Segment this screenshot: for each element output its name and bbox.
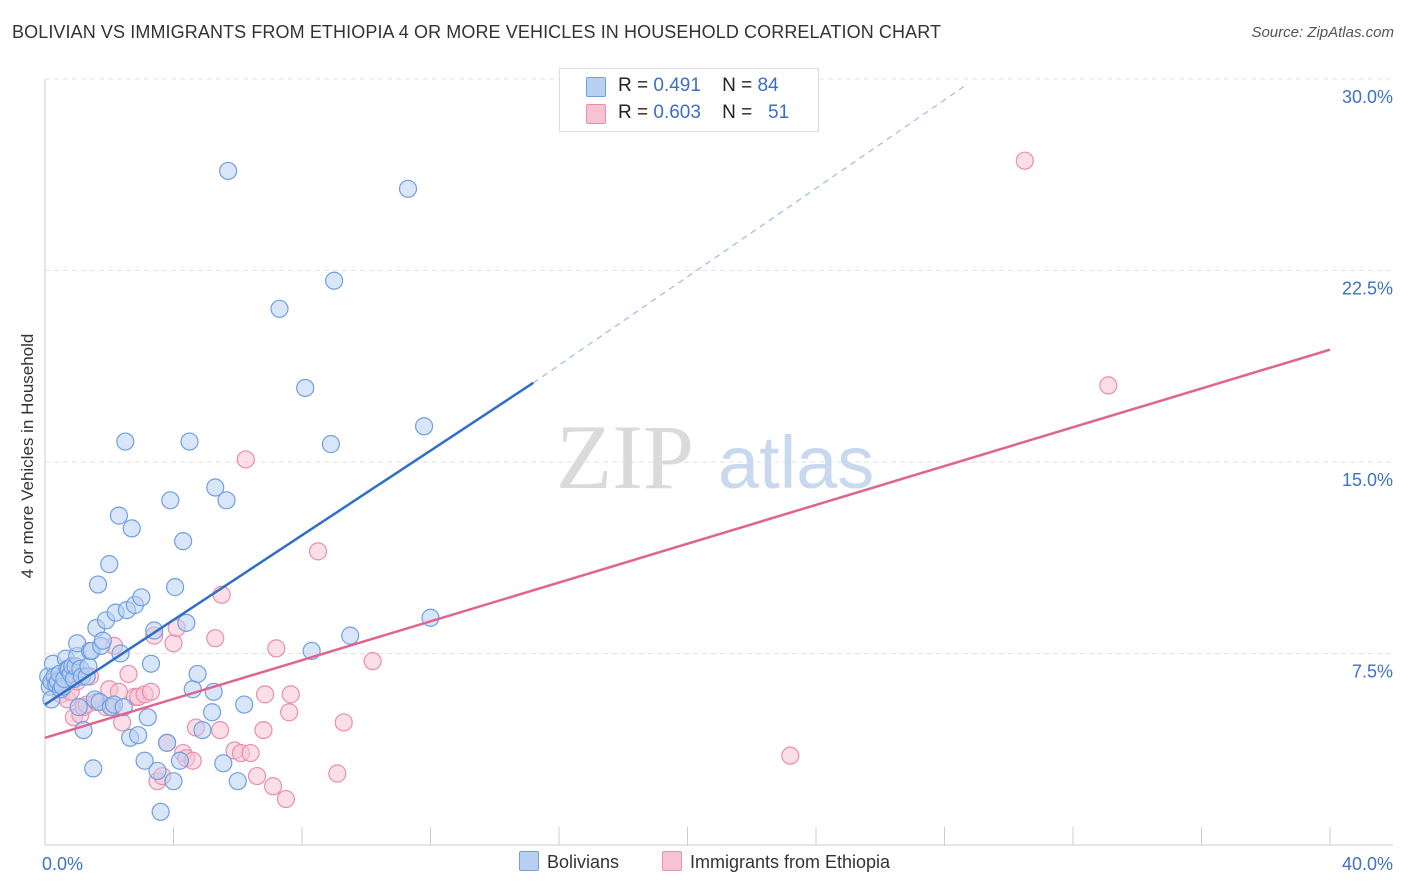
bolivian-point [219, 161, 238, 181]
bottom-legend-swatch-blue [519, 851, 539, 871]
watermark-zip: ZIP [556, 406, 694, 508]
bolivian-point [228, 772, 247, 791]
ethiopia-point [267, 639, 286, 658]
y-tick-labels: 7.5% 15.0% 22.5% 30.0% [1342, 87, 1393, 682]
bolivian-point [177, 613, 196, 632]
bottom-legend-label: Immigrants from Ethiopia [690, 852, 891, 872]
bottom-legend-ethiopia: Immigrants from Ethiopia [662, 851, 890, 873]
ethiopia-point [308, 542, 328, 561]
bolivian-point [202, 703, 222, 722]
ethiopia-point [1015, 151, 1034, 170]
chart-title: BOLIVIAN VS IMMIGRANTS FROM ETHIOPIA 4 O… [12, 22, 942, 42]
x-tick-label-min: 0.0% [42, 854, 83, 874]
bolivian-point [206, 478, 225, 497]
bolivian-trend-line [44, 381, 534, 706]
bolivian-point [84, 759, 103, 778]
ethiopia-point [254, 720, 273, 740]
bolivian-point [132, 588, 151, 607]
bolivian-point [116, 432, 135, 451]
grid-lines [44, 78, 1393, 846]
watermark-atlas: atlas [718, 421, 874, 504]
bolivian-point [164, 772, 183, 791]
ethiopia-point [281, 685, 300, 704]
bolivian-point [214, 754, 233, 773]
bolivian-point [341, 626, 360, 645]
ethiopia-point [328, 764, 347, 783]
legend-n-value: 51 [768, 102, 790, 123]
bolivian-point [166, 578, 185, 597]
bolivian-point [88, 575, 108, 594]
bolivian-point [170, 751, 190, 770]
bolivian-point [141, 654, 161, 673]
y-tick-label: 22.5% [1342, 279, 1393, 299]
bolivian-point [93, 631, 112, 650]
ethiopia-point [781, 746, 800, 765]
y-tick-label: 30.0% [1342, 87, 1393, 107]
bolivian-point [193, 720, 212, 740]
y-tick-label: 15.0% [1342, 470, 1393, 490]
bolivian-point [148, 761, 167, 781]
ethiopia-point [241, 743, 260, 763]
correlation-legend: R = 0.491 N = 84 R = 0.603 N = 51 [559, 68, 819, 132]
ethiopia-point [1099, 376, 1118, 395]
bolivian-point [296, 378, 315, 398]
trend-lines [44, 86, 1331, 739]
legend-swatch-pink [586, 104, 606, 124]
x-tick-label-max: 40.0% [1342, 854, 1393, 874]
bolivian-point [174, 532, 193, 551]
bottom-legend-swatch-pink [662, 851, 682, 871]
legend-r-value: 0.603 [653, 102, 701, 123]
bolivian-point [69, 698, 88, 717]
ethiopia-point [119, 664, 138, 684]
ethiopia-point [247, 766, 267, 786]
legend-r-label: R = [618, 102, 649, 123]
bolivian-point [138, 708, 157, 727]
ethiopia-point [280, 703, 299, 722]
bolivian-point [180, 432, 199, 451]
bolivian-point [129, 726, 148, 745]
ethiopia-point [334, 713, 353, 732]
bolivian-point [398, 179, 418, 198]
bolivian-point [270, 299, 289, 318]
bolivian-point [157, 733, 177, 752]
ethiopia-point [276, 789, 296, 809]
legend-swatch-blue [586, 77, 606, 97]
bolivian-point [325, 271, 344, 290]
ethiopia-trend-line [44, 348, 1331, 739]
bottom-legend-label: Bolivians [547, 852, 620, 872]
bolivian-point [114, 698, 133, 717]
ethiopia-point [363, 652, 382, 671]
bolivian-point [217, 491, 236, 510]
y-tick-label: 7.5% [1352, 662, 1393, 682]
bolivian-point [414, 417, 434, 436]
ethiopia-point [236, 450, 255, 469]
source-label: Source: ZipAtlas.com [1251, 24, 1394, 41]
bolivian-point [321, 435, 341, 454]
bolivian-point [122, 519, 141, 538]
ethiopia-point [164, 634, 183, 653]
bolivian-point [188, 664, 207, 684]
ethiopia-point [255, 685, 275, 704]
ethiopia-point [210, 720, 230, 740]
ethiopia-point [263, 777, 283, 796]
legend-n-value: 84 [757, 75, 779, 96]
ethiopia-point [206, 629, 225, 648]
x-ticks [173, 827, 1331, 845]
bolivian-point [235, 695, 254, 714]
ethiopia-point [141, 682, 161, 701]
legend-r-label: R = [618, 75, 649, 96]
legend-r-value: 0.491 [653, 75, 701, 96]
bolivian-point [100, 555, 119, 574]
bolivian-point [161, 491, 180, 510]
bottom-legend-bolivians: Bolivians [519, 851, 619, 873]
bolivian-point [151, 802, 170, 821]
legend-n-label: N = [722, 75, 753, 96]
bolivian-point [135, 751, 154, 770]
bolivian-point [109, 506, 128, 525]
legend-n-label: N = [722, 102, 753, 123]
